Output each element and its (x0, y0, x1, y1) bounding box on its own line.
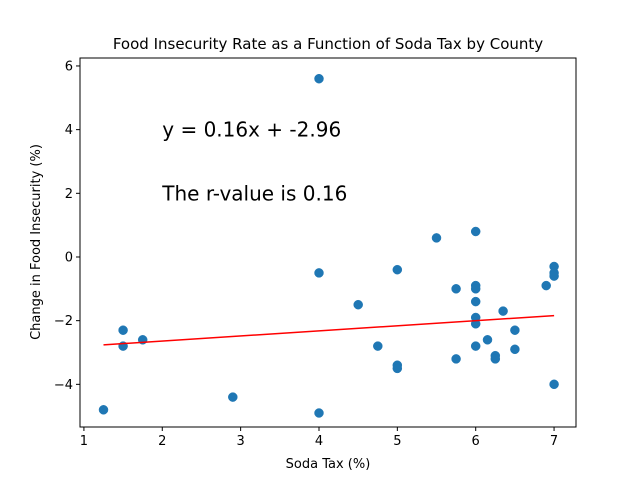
data-point (470, 284, 481, 294)
data-point (353, 299, 363, 310)
x-tick-label: 5 (393, 434, 401, 449)
data-point (498, 306, 508, 316)
data-point (228, 392, 238, 402)
data-point (451, 354, 461, 364)
plot-frame (79, 57, 577, 428)
y-tick-label: 0 (65, 250, 73, 265)
y-tick-label: −2 (54, 314, 73, 329)
y-axis: −4 −2 0 2 4 6 (54, 59, 80, 393)
data-point (510, 344, 520, 355)
chart-title: Food Insecurity Rate as a Function of So… (113, 35, 543, 53)
annotation-text: y = 0.16x + -2.96 (162, 118, 341, 142)
data-point (482, 335, 493, 345)
x-tick-label: 7 (550, 434, 558, 449)
data-point (118, 325, 128, 335)
data-point (314, 268, 324, 278)
x-tick-label: 3 (236, 434, 244, 449)
data-point (541, 280, 551, 291)
x-axis: 1 2 3 4 5 6 7 (80, 427, 558, 449)
data-point (470, 226, 481, 237)
data-point (314, 73, 324, 84)
plot-area (98, 73, 559, 418)
x-tick-label: 4 (315, 434, 323, 449)
data-point (314, 408, 324, 418)
regression-line (103, 314, 555, 346)
x-tick-label: 6 (472, 434, 480, 449)
data-point (392, 264, 403, 275)
x-tick-label: 1 (80, 434, 88, 449)
data-point (490, 354, 501, 364)
y-tick-label: −4 (54, 378, 73, 393)
x-tick-label: 2 (158, 434, 166, 449)
annotations: y = 0.16x + -2.96 The r-value is 0.16 (161, 118, 347, 206)
y-tick-label: 4 (65, 123, 73, 138)
data-point (510, 325, 520, 335)
data-point (98, 405, 109, 415)
data-point (451, 284, 461, 294)
y-axis-label: Change in Food Insecurity (%) (29, 144, 44, 340)
data-point (392, 363, 403, 374)
data-point (431, 233, 442, 243)
y-tick-label: 2 (65, 187, 73, 202)
data-point (470, 341, 481, 351)
data-point (373, 341, 383, 351)
data-point (549, 379, 559, 390)
annotation-text: The r-value is 0.16 (161, 181, 347, 205)
x-axis-label: Soda Tax (%) (286, 457, 371, 472)
data-point (470, 296, 481, 307)
y-tick-label: 6 (65, 59, 73, 74)
data-point (549, 271, 559, 281)
